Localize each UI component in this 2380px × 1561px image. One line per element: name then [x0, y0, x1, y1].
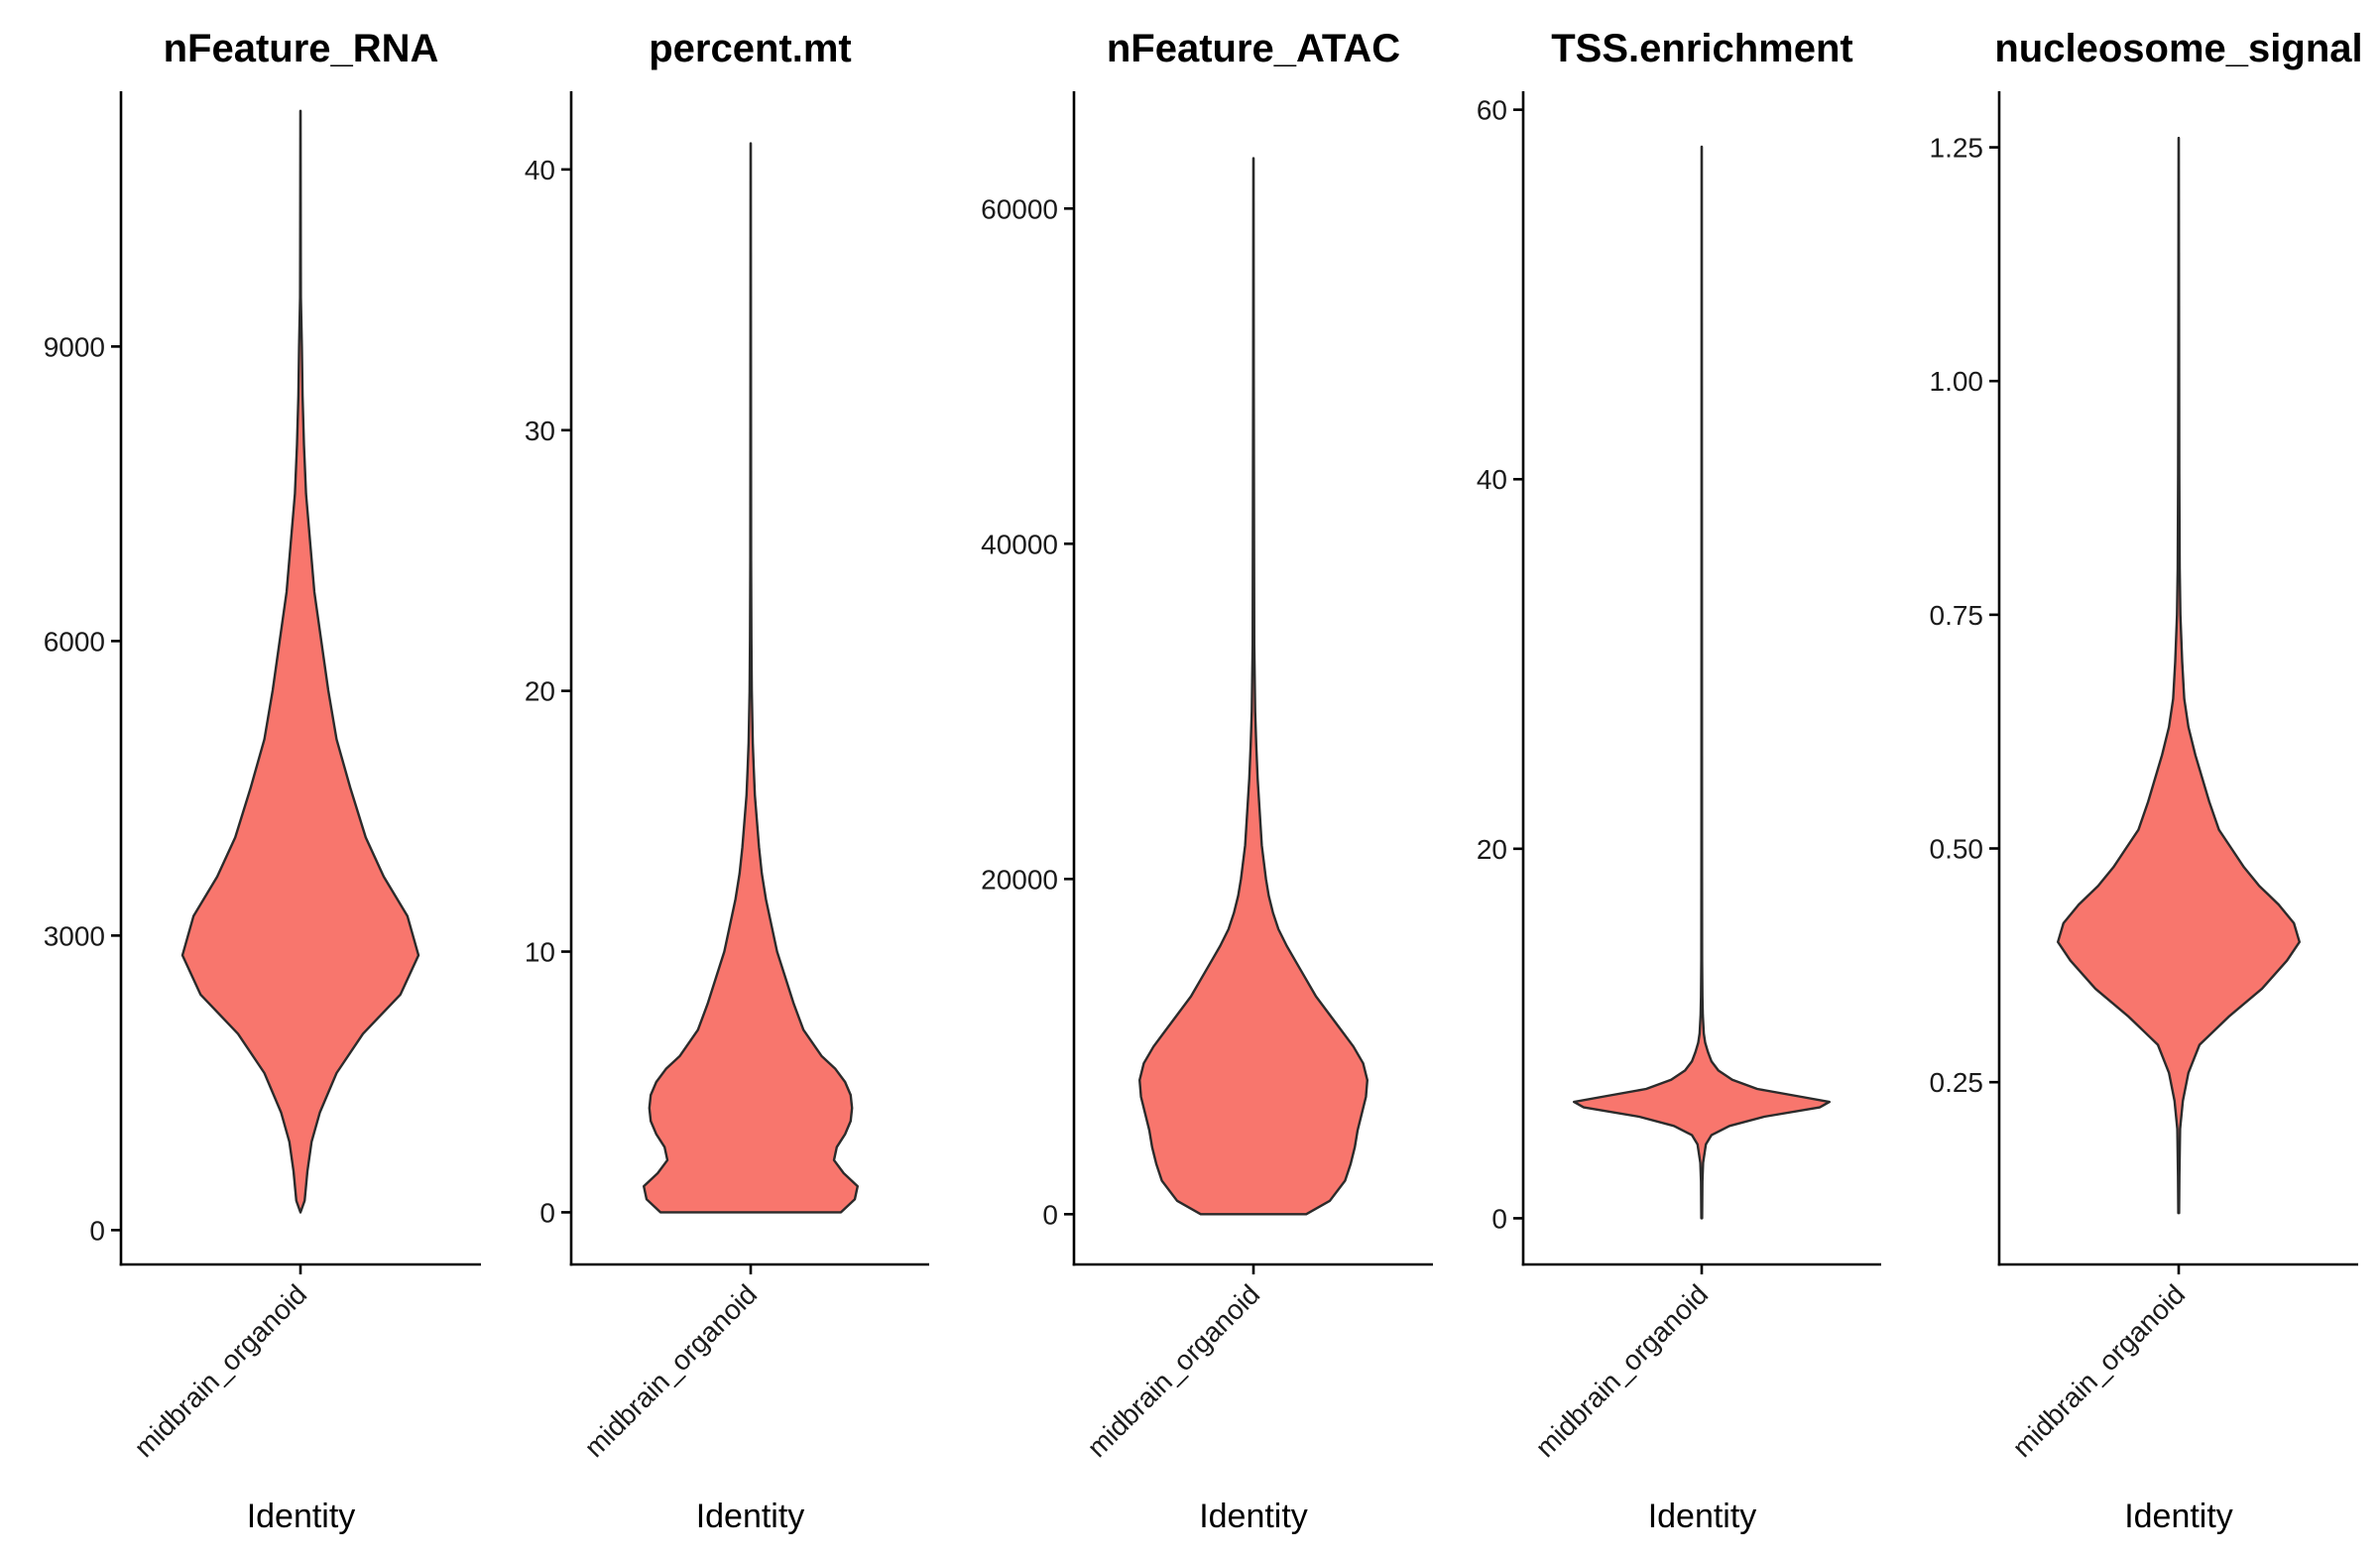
- panel-title: TSS.enrichment: [1551, 27, 1853, 70]
- violin-2: [643, 142, 859, 1214]
- y-tick-label: 20: [1477, 834, 1507, 865]
- y-tick-label: 0.25: [1930, 1067, 1984, 1098]
- violin-3: [1138, 157, 1368, 1216]
- x-axis-label: Identity: [1199, 1498, 1308, 1535]
- y-tick-label: 10: [525, 937, 555, 968]
- y-tick-label: 0.50: [1930, 834, 1984, 865]
- y-tick-label: 0.75: [1930, 600, 1984, 631]
- y-tick-label: 40: [1477, 464, 1507, 495]
- panel-3: 0 20000 40000 60000 midbrain_organoid Identit…: [981, 27, 1433, 1535]
- y-tick-label: 0: [89, 1215, 105, 1246]
- y-tick-label: 0: [1042, 1199, 1058, 1230]
- violin-5: [2057, 136, 2301, 1215]
- y-tick-label: 40: [525, 155, 555, 185]
- x-tick-label: midbrain_organoid: [1529, 1278, 1714, 1463]
- y-tick-label: 9000: [44, 331, 105, 362]
- y-tick-label: 1.25: [1930, 133, 1984, 164]
- violin-4: [1573, 145, 1831, 1220]
- y-tick-label: 60000: [981, 193, 1058, 224]
- panel-title: nFeature_ATAC: [1107, 27, 1400, 70]
- y-tick-label: 20: [525, 676, 555, 707]
- violin-1: [180, 109, 420, 1214]
- panel-1: 0 3000 6000 9000 midbrain_organoid Identity nF…: [44, 27, 481, 1535]
- x-axis-label: Identity: [696, 1498, 805, 1535]
- y-tick-label: 1.00: [1930, 366, 1984, 397]
- x-tick-label: midbrain_organoid: [128, 1278, 312, 1463]
- x-tick-label: midbrain_organoid: [2006, 1278, 2191, 1463]
- panel-4: 0 20 40 60 midbrain_organoid Identity TSS.enri…: [1477, 27, 1881, 1535]
- panel-2: 0 10 20 30 40 midbrain_organoid Identity percen…: [525, 27, 929, 1535]
- x-tick-label: midbrain_organoid: [1081, 1278, 1265, 1463]
- y-tick-label: 20000: [981, 864, 1058, 895]
- y-tick-label: 0: [1491, 1203, 1507, 1234]
- y-tick-label: 30: [525, 416, 555, 446]
- y-tick-label: 3000: [44, 920, 105, 951]
- x-axis-label: Identity: [1648, 1498, 1757, 1535]
- y-tick-label: 0: [539, 1197, 555, 1228]
- panel-title: nucleosome_signal: [1994, 27, 2362, 70]
- panel-title: percent.mt: [649, 27, 852, 70]
- y-tick-label: 6000: [44, 626, 105, 657]
- x-axis-label: Identity: [2124, 1498, 2233, 1535]
- y-tick-label: 40000: [981, 529, 1058, 559]
- x-tick-label: midbrain_organoid: [578, 1278, 763, 1463]
- y-tick-label: 60: [1477, 95, 1507, 126]
- x-axis-label: Identity: [247, 1498, 356, 1535]
- panel-5: 0.25 0.50 0.75 1.00 1.25 midbrain_organoid Ide…: [1930, 27, 2363, 1535]
- panel-title: nFeature_RNA: [164, 27, 439, 70]
